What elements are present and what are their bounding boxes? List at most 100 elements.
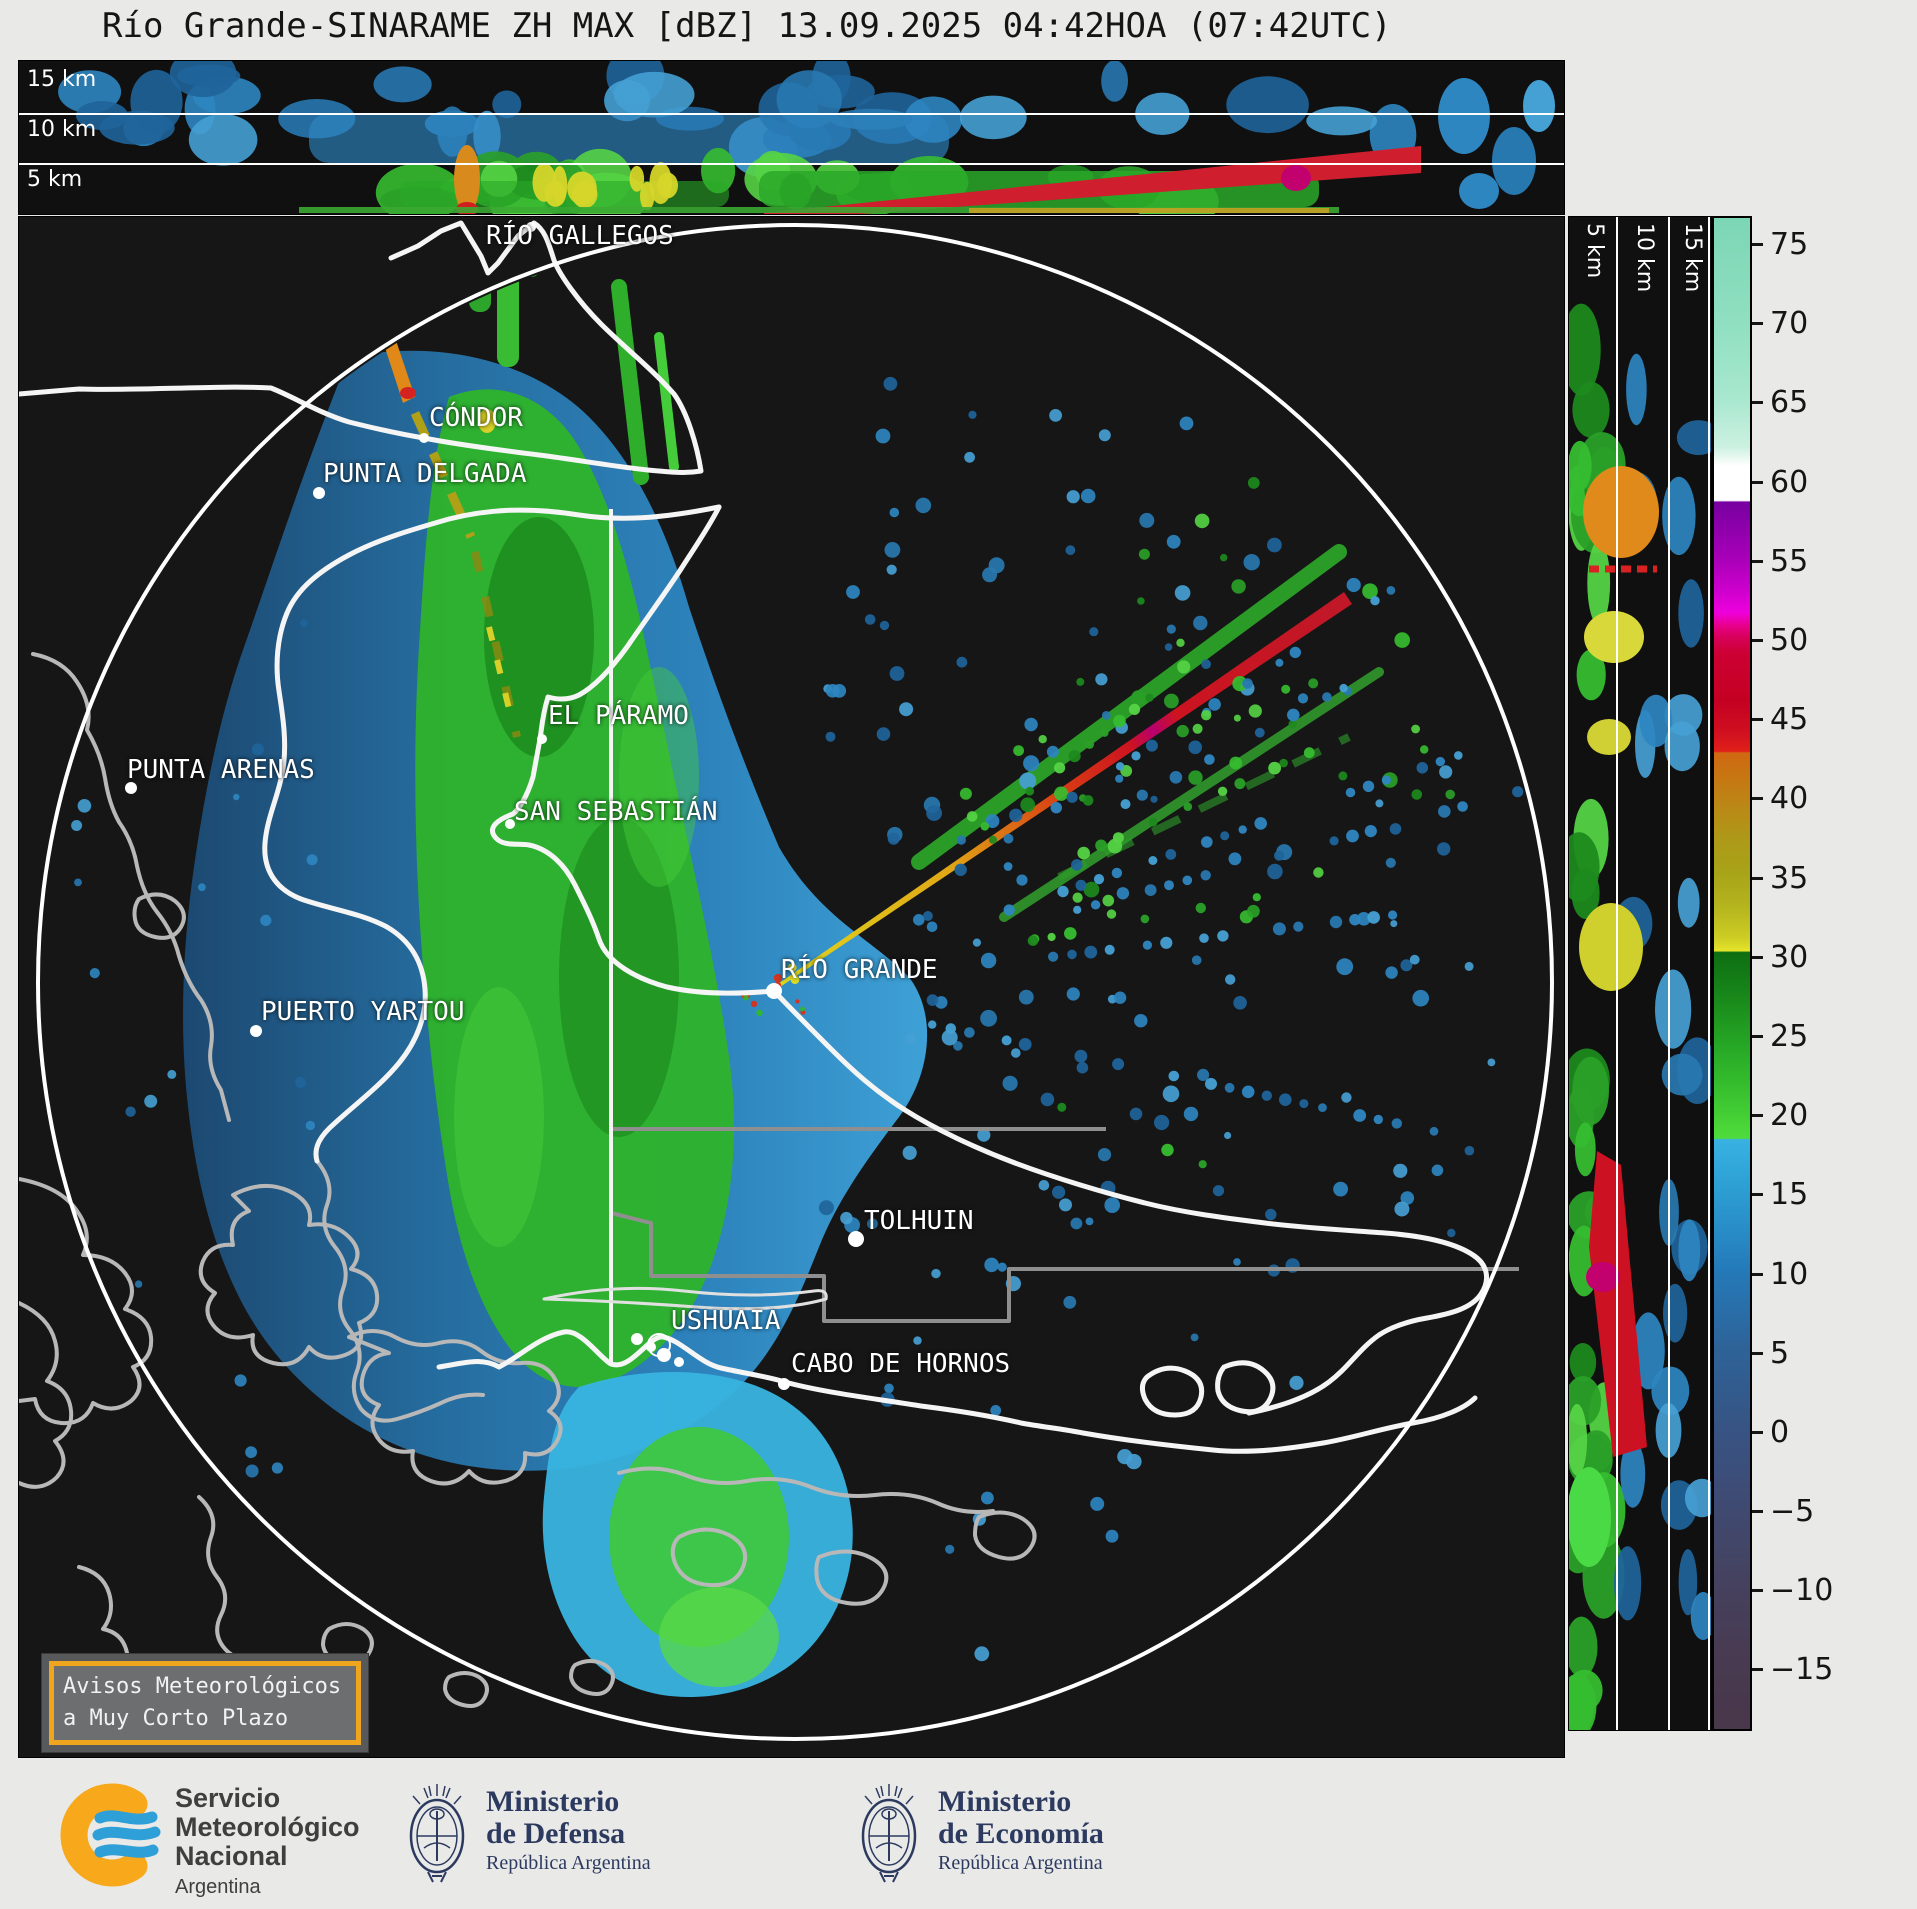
side-panel-15km-label: 15 km [1680, 223, 1705, 293]
defensa-coat-of-arms-icon [409, 1784, 465, 1883]
dbz-colorbar-gradient [1714, 218, 1750, 1729]
top-panel-15km-label: 15 km [27, 67, 97, 92]
cbtick-m10: −10 [1752, 1573, 1833, 1608]
economia-logo-text: Ministerio de Economía República Argenti… [938, 1786, 1104, 1875]
cbtick-50: 50 [1752, 623, 1808, 658]
radar-ppi-map: RÍO GALLEGOS CÓNDOR PUNTA DELGADA EL PÁR… [18, 216, 1565, 1758]
label-punta-delgada: PUNTA DELGADA [323, 459, 527, 489]
cbtick-40: 40 [1752, 781, 1808, 816]
cbtick-m15-label: −15 [1770, 1652, 1834, 1687]
cbtick-75-label: 75 [1770, 227, 1809, 262]
smn-line1: Servicio [175, 1783, 281, 1813]
economia-name-line1: Ministerio [938, 1785, 1072, 1818]
cbtick-m15: −15 [1752, 1652, 1833, 1687]
label-el-paramo: EL PÁRAMO [548, 701, 689, 731]
cbtick-65: 65 [1752, 385, 1808, 420]
cbtick-15-label: 15 [1770, 1177, 1809, 1212]
marker-cabo-de-hornos [778, 1378, 790, 1390]
economia-name-line2: de Economía [938, 1817, 1104, 1850]
warnings-line1: Avisos Meteorológicos [63, 1674, 342, 1699]
top-panel-5km-label: 5 km [27, 167, 83, 192]
cbtick-50-label: 50 [1770, 623, 1809, 658]
smn-country: Argentina [175, 1876, 261, 1898]
economia-sub: República Argentina [938, 1852, 1103, 1874]
marker-san-sebastian [505, 819, 515, 829]
label-puerto-yartou: PUERTO YARTOU [261, 997, 465, 1027]
defensa-logo-text: Ministerio de Defensa República Argentin… [486, 1786, 651, 1875]
marker-rio-gallegos [526, 222, 536, 232]
cbtick-45-label: 45 [1770, 702, 1809, 737]
defensa-name-line2: de Defensa [486, 1817, 626, 1850]
cbtick-m10-label: −10 [1770, 1573, 1834, 1608]
cbtick-25-label: 25 [1770, 1019, 1809, 1054]
label-san-sebastian: SAN SEBASTIÁN [514, 797, 718, 827]
cbtick-5: 5 [1752, 1336, 1789, 1371]
smn-logo-text: Servicio Meteorológico Nacional Argentin… [175, 1784, 360, 1902]
cbtick-55-label: 55 [1770, 544, 1809, 579]
dbz-colorbar: 75 70 65 60 55 50 45 40 35 30 25 20 15 1… [1712, 216, 1833, 1731]
cbtick-25: 25 [1752, 1019, 1808, 1054]
warnings-shortterm-button[interactable]: Avisos Meteorológicos a Muy Corto Plazo [41, 1653, 369, 1753]
top-panel-10km-label: 10 km [27, 117, 97, 142]
cbtick-10: 10 [1752, 1257, 1808, 1292]
cbtick-5-label: 5 [1770, 1336, 1790, 1371]
label-ushuaia: USHUAIA [671, 1306, 781, 1336]
cbtick-20: 20 [1752, 1098, 1808, 1133]
label-tolhuin: TOLHUIN [864, 1206, 974, 1236]
cbtick-35-label: 35 [1770, 861, 1809, 896]
cbtick-30-label: 30 [1770, 940, 1809, 975]
cbtick-15: 15 [1752, 1177, 1808, 1212]
primary-coastlines [19, 220, 1490, 1454]
label-punta-arenas: PUNTA ARENAS [127, 755, 315, 785]
smn-line3: Nacional [175, 1841, 288, 1871]
marker-el-paramo [537, 734, 547, 744]
echo-speckles [58, 376, 1542, 1665]
cbtick-45: 45 [1752, 702, 1808, 737]
label-rio-grande: RÍO GRANDE [781, 955, 938, 985]
marker-punta-delgada [313, 487, 325, 499]
marker-condor [419, 433, 429, 443]
side-orange-cell [1583, 466, 1659, 558]
radar-map-canvas [19, 220, 1554, 1741]
range-ring [36, 223, 1554, 1741]
marker-tolhuin [848, 1231, 864, 1247]
label-cabo-de-hornos: CABO DE HORNOS [791, 1349, 1011, 1379]
cbtick-0-label: 0 [1770, 1415, 1790, 1450]
label-rio-gallegos: RÍO GALLEGOS [486, 221, 674, 251]
cbtick-0: 0 [1752, 1415, 1789, 1450]
cbtick-55: 55 [1752, 544, 1808, 579]
smn-logo-icon [60, 1783, 161, 1887]
top-cross-section-plot [19, 61, 1564, 214]
cbtick-35: 35 [1752, 861, 1808, 896]
economia-coat-of-arms-icon [861, 1784, 917, 1883]
side-panel-10km-label: 10 km [1632, 223, 1657, 293]
cbtick-60: 60 [1752, 465, 1808, 500]
top-orange-cell [454, 145, 480, 213]
cbtick-20-label: 20 [1770, 1098, 1809, 1133]
side-cross-section-plot [1569, 217, 1711, 1730]
warnings-line2: a Muy Corto Plazo [63, 1706, 289, 1731]
defensa-name-line1: Ministerio [486, 1785, 620, 1818]
cbtick-75: 75 [1752, 227, 1808, 262]
cbtick-70-label: 70 [1770, 306, 1809, 341]
marker-rio-grande-radar [766, 983, 782, 999]
smn-line2: Meteorológico [175, 1812, 360, 1842]
side-panel-5km-label: 5 km [1582, 223, 1607, 279]
radar-echo-layer [58, 229, 1542, 1697]
defensa-sub: República Argentina [486, 1852, 651, 1874]
footer-logos: Servicio Meteorológico Nacional Argentin… [0, 1758, 1917, 1909]
cbtick-60-label: 60 [1770, 465, 1809, 500]
page-title: Río Grande-SINARAME ZH MAX [dBZ] 13.09.2… [102, 6, 1392, 46]
top-cross-section-panel: 15 km 10 km 5 km [18, 60, 1565, 215]
cbtick-30: 30 [1752, 940, 1808, 975]
warnings-shortterm-text: Avisos Meteorológicos a Muy Corto Plazo [49, 1661, 361, 1745]
cbtick-65-label: 65 [1770, 385, 1809, 420]
marker-punta-arenas [125, 782, 137, 794]
cbtick-m5: −5 [1752, 1494, 1814, 1529]
cbtick-10-label: 10 [1770, 1257, 1809, 1292]
side-cross-section-panel: 5 km 10 km 15 km [1568, 216, 1712, 1731]
cbtick-70: 70 [1752, 306, 1808, 341]
cbtick-m5-label: −5 [1770, 1494, 1815, 1529]
label-condor: CÓNDOR [429, 403, 523, 433]
